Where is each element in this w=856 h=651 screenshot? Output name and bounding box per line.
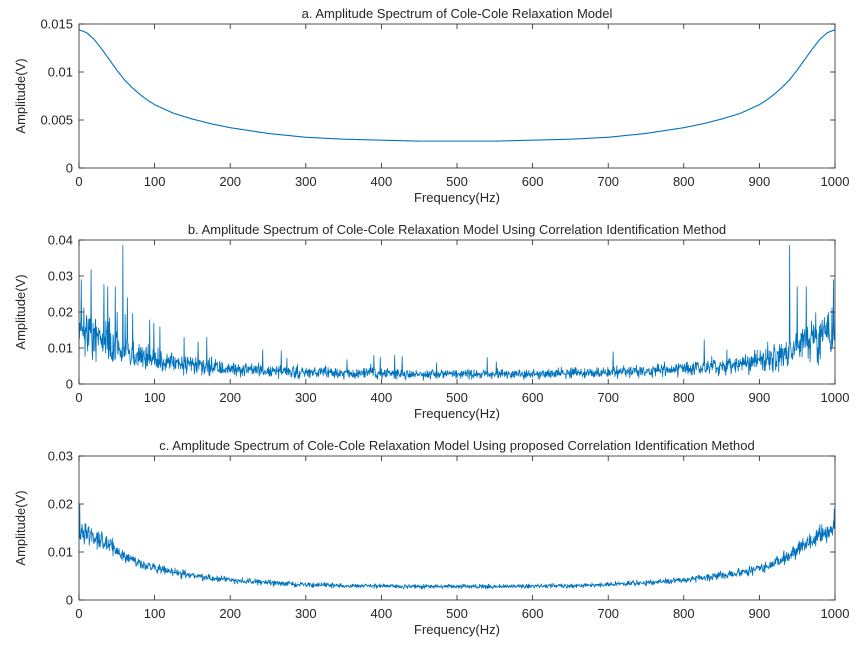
y-axis-title: Amplitude(V) bbox=[13, 58, 28, 133]
subplot-stack: a. Amplitude Spectrum of Cole-Cole Relax… bbox=[13, 6, 849, 637]
x-tick-label: 0 bbox=[75, 174, 82, 189]
x-tick-label: 700 bbox=[597, 390, 619, 405]
series-line bbox=[79, 29, 835, 142]
y-tick-label: 0 bbox=[66, 161, 73, 176]
x-tick-label: 0 bbox=[75, 390, 82, 405]
y-tick-label: 0.015 bbox=[40, 17, 73, 32]
x-tick-label: 300 bbox=[295, 606, 317, 621]
y-axis-title: Amplitude(V) bbox=[13, 274, 28, 349]
y-tick-label: 0.01 bbox=[48, 65, 73, 80]
x-tick-label: 500 bbox=[446, 174, 468, 189]
y-tick-label: 0.04 bbox=[48, 233, 73, 248]
x-tick-label: 200 bbox=[219, 606, 241, 621]
x-axis-title: Frequency(Hz) bbox=[414, 622, 500, 637]
chart-title: b. Amplitude Spectrum of Cole-Cole Relax… bbox=[188, 222, 726, 237]
y-tick-label: 0.01 bbox=[48, 545, 73, 560]
x-tick-label: 500 bbox=[446, 606, 468, 621]
y-tick-label: 0.03 bbox=[48, 449, 73, 464]
x-tick-label: 100 bbox=[144, 174, 166, 189]
y-axis-title: Amplitude(V) bbox=[13, 490, 28, 565]
x-tick-label: 500 bbox=[446, 390, 468, 405]
y-tick-label: 0.01 bbox=[48, 341, 73, 356]
y-tick-label: 0.005 bbox=[40, 113, 73, 128]
x-tick-label: 400 bbox=[371, 390, 393, 405]
x-tick-label: 800 bbox=[673, 390, 695, 405]
subplot-b: b. Amplitude Spectrum of Cole-Cole Relax… bbox=[13, 222, 849, 421]
x-tick-label: 100 bbox=[144, 390, 166, 405]
x-tick-label: 300 bbox=[295, 390, 317, 405]
x-tick-label: 700 bbox=[597, 606, 619, 621]
x-tick-label: 800 bbox=[673, 606, 695, 621]
y-tick-label: 0.02 bbox=[48, 497, 73, 512]
x-tick-label: 0 bbox=[75, 606, 82, 621]
x-tick-label: 600 bbox=[522, 390, 544, 405]
x-tick-label: 600 bbox=[522, 174, 544, 189]
x-tick-label: 400 bbox=[371, 606, 393, 621]
y-tick-label: 0 bbox=[66, 593, 73, 608]
x-tick-label: 700 bbox=[597, 174, 619, 189]
x-tick-label: 100 bbox=[144, 606, 166, 621]
x-tick-label: 600 bbox=[522, 606, 544, 621]
x-axis-title: Frequency(Hz) bbox=[414, 406, 500, 421]
subplot-c: c. Amplitude Spectrum of Cole-Cole Relax… bbox=[13, 438, 849, 637]
x-tick-label: 200 bbox=[219, 174, 241, 189]
x-tick-label: 900 bbox=[749, 390, 771, 405]
x-tick-label: 800 bbox=[673, 174, 695, 189]
x-tick-label: 1000 bbox=[821, 174, 850, 189]
x-tick-label: 900 bbox=[749, 174, 771, 189]
x-tick-label: 300 bbox=[295, 174, 317, 189]
x-tick-label: 1000 bbox=[821, 390, 850, 405]
series-line bbox=[79, 244, 835, 381]
x-tick-label: 1000 bbox=[821, 606, 850, 621]
chart-title: c. Amplitude Spectrum of Cole-Cole Relax… bbox=[159, 438, 754, 453]
x-tick-label: 200 bbox=[219, 390, 241, 405]
y-tick-label: 0.02 bbox=[48, 305, 73, 320]
x-tick-label: 400 bbox=[371, 174, 393, 189]
y-tick-label: 0 bbox=[66, 377, 73, 392]
y-tick-label: 0.03 bbox=[48, 269, 73, 284]
x-tick-label: 900 bbox=[749, 606, 771, 621]
chart-title: a. Amplitude Spectrum of Cole-Cole Relax… bbox=[302, 6, 613, 21]
x-axis-title: Frequency(Hz) bbox=[414, 190, 500, 205]
series-line bbox=[79, 503, 835, 590]
subplot-a: a. Amplitude Spectrum of Cole-Cole Relax… bbox=[13, 6, 849, 205]
